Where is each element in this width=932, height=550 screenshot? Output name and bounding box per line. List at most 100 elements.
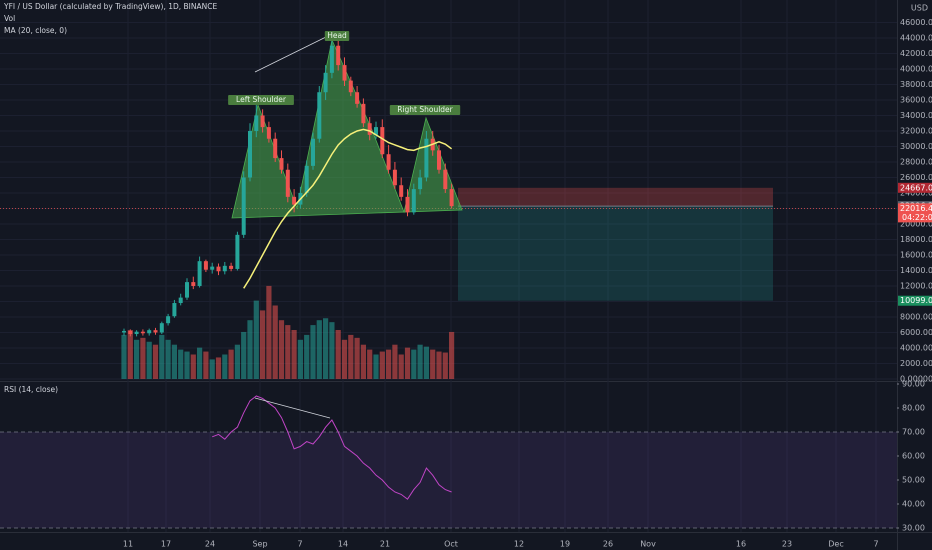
y-tick-label: 32000.00000 [900,126,932,135]
y-tick-label: 80.00 [902,403,925,412]
y-tick-label: 70.00 [902,427,925,436]
candle-body [203,261,208,270]
moving-average [243,128,453,289]
candle-body [380,127,385,155]
candle-body [222,265,227,272]
candle-body [122,330,126,333]
x-tick-label: 7 [297,540,302,549]
candle-body [159,323,164,333]
volume-bar [146,341,152,379]
candle-body [292,196,297,205]
plot [0,31,897,529]
y-tick-label: 0.00000 [900,374,932,383]
y-tick-label: 8000.00000 [900,312,932,321]
y-tick-label: 28000.00000 [900,157,932,166]
candle-body [342,65,347,81]
y-tick-label: 46000.00000 [900,18,932,27]
candle-body [386,154,391,170]
volume-bar [341,339,348,379]
candle-body [437,150,441,170]
volume-bar [329,322,335,379]
stop-zone [458,187,773,207]
y-tick-label: 40.00 [902,499,925,508]
x-tick-label: 17 [161,540,171,549]
volume-bar [241,331,247,379]
volume-bar [247,320,253,379]
price-label-box [898,182,932,193]
x-tick-label: 11 [123,540,133,549]
candle-body [254,115,259,131]
countdown-box [898,212,932,223]
y-tick-label: 4000.00000 [900,343,932,352]
volume-bar [304,334,310,379]
volume-bar [423,346,429,379]
candle-body [128,330,133,335]
annotation-box [389,105,461,115]
volume-bar [260,310,266,379]
candle-body [355,92,360,104]
candle-body [392,169,397,186]
volume-bar [367,349,373,379]
candle-body [361,103,366,124]
y-tick-label: 12000.00000 [900,281,932,290]
candle-body [418,177,423,190]
candle-body [323,72,328,93]
x-tick-label: 21 [380,540,390,549]
volume-bar [121,334,127,379]
x-tick-label: Nov [640,540,656,549]
x-tick-label: 19 [560,540,570,549]
y-tick-label: 30000.00000 [900,142,932,151]
volume-bar [134,339,140,379]
candle-body [229,265,234,269]
candle-body [210,266,215,270]
volume-bar [323,318,329,379]
candle-body [449,189,454,207]
candle-body [241,177,246,235]
x-tick-label: 12 [514,540,524,549]
y-tick-label: 60.00 [902,451,925,460]
trend-line [254,35,329,73]
y-tick-label: 24000.00000 [900,188,932,197]
annotation-label: Left Shoulder [236,95,287,104]
y-tick-label: 18000.00000 [900,235,932,244]
volume-bar [184,351,190,379]
candle-body [191,282,196,286]
volume-bar [398,354,404,379]
price-label: 22016.40902 [900,204,932,213]
x-tick-label: 26 [603,540,613,549]
candle-body [147,330,152,334]
volume-bar [291,330,297,379]
volume-bar [442,352,448,379]
y-tick-label: 38000.00000 [900,80,932,89]
volume-bar [171,344,177,379]
volume-bar [335,330,341,379]
volume-bar [417,344,423,379]
volume-bar [278,320,285,379]
volume-bar [222,354,228,379]
volume-bar [127,330,133,379]
volume-bar [253,300,259,379]
candle-body [140,331,145,334]
candle-body [260,115,265,128]
candle-body [178,297,183,304]
symbol-title: YFI / US Dollar (calculated by TradingVi… [3,2,217,11]
y-tick-label: 36000.00000 [900,95,932,104]
volume-bar [203,351,209,379]
countdown: 04:22:03 [902,213,932,222]
candle-body [424,138,429,178]
volume-bar [272,305,278,379]
candle-body [367,123,372,135]
annotation-label: Right Shoulder [397,105,453,114]
y-tick-label: 30.00 [902,523,925,532]
volume-bar [392,344,398,379]
y-tick-label: 2000.00000 [900,359,932,368]
candle-body [248,130,252,178]
candle-body [405,196,410,213]
target-zone [458,206,773,301]
volume-bar [430,349,436,379]
annotation-box [324,31,350,41]
candle-body [197,261,202,286]
volume-bar [209,359,215,379]
y-tick-label: 90.00 [902,379,925,388]
volume-bar [404,347,411,379]
